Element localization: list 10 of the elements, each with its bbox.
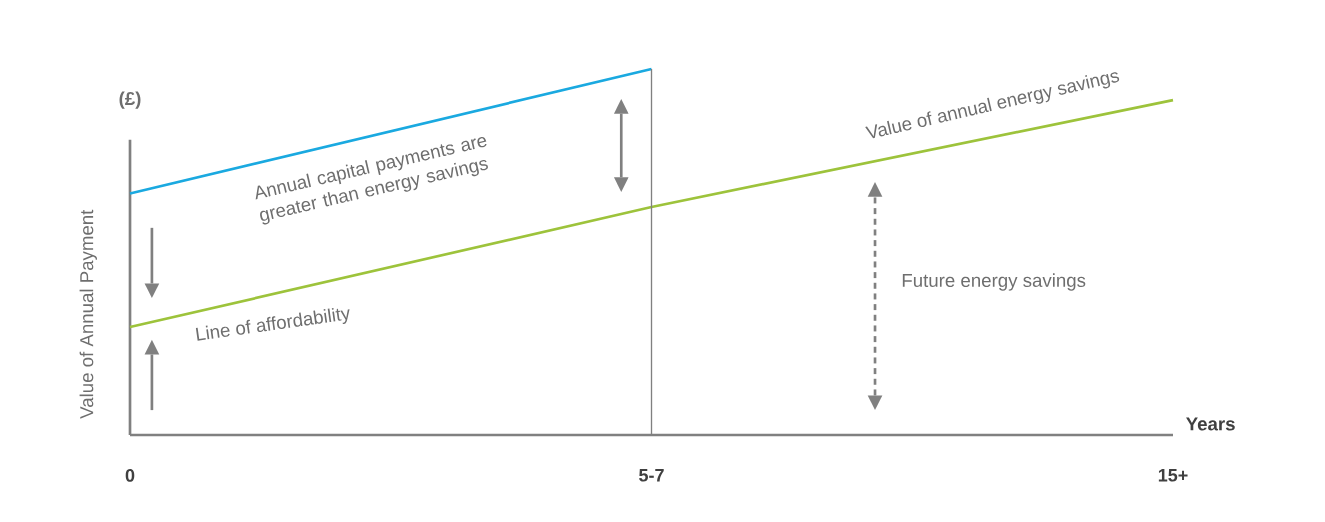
annotation: (£) <box>119 91 141 109</box>
x-tick-label: 0 <box>125 469 135 482</box>
annotation: Line of affordability <box>195 307 350 341</box>
x-axis-title: Years <box>1186 417 1235 431</box>
annotation: Future energy savings <box>902 273 1086 291</box>
x-tick-label: 5-7 <box>639 469 664 482</box>
annotation: Annual capital payments are greater than energy savings <box>255 137 488 225</box>
annotation: Value of annual energy savings <box>865 72 1120 139</box>
x-tick-label: 15+ <box>1158 469 1188 482</box>
y-axis-title: Value of Annual Payment <box>79 209 97 419</box>
